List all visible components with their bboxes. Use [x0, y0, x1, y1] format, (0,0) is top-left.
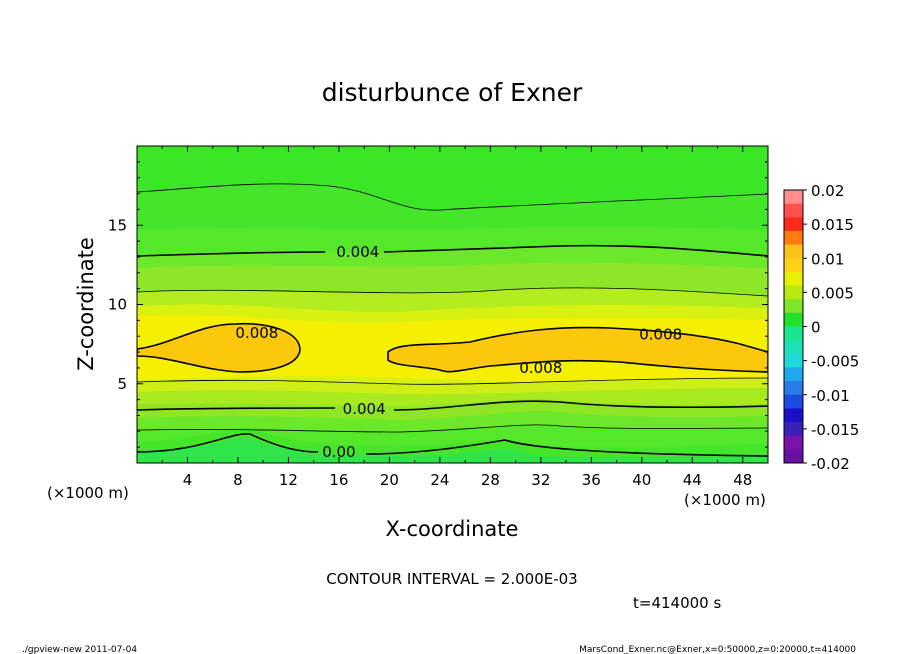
colorbar-segment [784, 285, 803, 300]
colorbar-segment [784, 394, 803, 409]
colorbar-tick-label: -0.01 [811, 387, 850, 405]
colorbar-segment [784, 353, 803, 368]
contour-interval-text: CONTOUR INTERVAL = 2.000E-03 [326, 570, 577, 588]
y-tick-label: 5 [117, 375, 127, 393]
contour-line [137, 400, 768, 411]
y-tick-label: 15 [108, 216, 127, 234]
colorbar-segment [784, 203, 803, 218]
contour-line [137, 424, 768, 433]
colorbar-segment [784, 190, 803, 205]
colorbar-segment [784, 449, 803, 464]
y-tick-label: 10 [108, 296, 127, 314]
colorbar-segment [784, 435, 803, 450]
colorbar-segment [784, 326, 803, 341]
colorbar-tick-label: 0.01 [811, 250, 844, 268]
x-tick-label: 40 [632, 471, 651, 489]
x-unit-label-right: (×1000 m) [684, 491, 766, 509]
x-tick-label: 36 [582, 471, 601, 489]
chart-title: disturbunce of Exner [322, 78, 583, 107]
x-tick-label: 28 [481, 471, 500, 489]
colorbar-tick-label: -0.015 [811, 421, 859, 439]
colorbar-segment [784, 422, 803, 437]
contour-label: 0.004 [336, 243, 379, 261]
contour-label: 0.008 [519, 359, 562, 377]
colorbar-tick-label: 0.02 [811, 182, 844, 200]
colorbar-tick-label: 0.005 [811, 284, 854, 302]
colorbar-segment [784, 367, 803, 382]
colorbar-tick-label: 0.015 [811, 216, 854, 234]
y-axis-label: Z-coordinate [74, 237, 98, 371]
contour-lines [137, 183, 768, 457]
colorbar-tick-label: -0.02 [811, 455, 850, 473]
x-tick-label: 48 [733, 471, 752, 489]
x-tick-label: 20 [380, 471, 399, 489]
footer-left: ./gpview-new 2011-07-04 [22, 645, 137, 654]
field-band [137, 437, 768, 463]
colorbar-segment [784, 381, 803, 396]
colorbar-segment [784, 230, 803, 246]
contour-line [137, 244, 768, 257]
x-axis-label: X-coordinate [386, 517, 519, 541]
x-tick-label: 32 [531, 471, 550, 489]
x-tick-label: 12 [279, 471, 298, 489]
colorbar-segment [784, 408, 803, 423]
contour-line [137, 287, 768, 297]
contour-line [137, 377, 768, 385]
colorbar-tick-label: -0.005 [811, 353, 859, 371]
contour-line [137, 433, 768, 457]
footer-right: MarsCond_Exner.nc@Exner,x=0:50000,z=0:20… [579, 645, 856, 654]
x-axis: 4 8 12 16 20 24 28 32 36 40 44 48 [161, 146, 752, 489]
contour-line [137, 183, 768, 211]
colorbar-segment [784, 299, 803, 314]
colorbar-segment [784, 340, 803, 355]
colorbar-segment [784, 312, 803, 327]
contour-label: 0.00 [322, 443, 355, 461]
field-maximum [137, 322, 301, 373]
colorbar-segment [784, 258, 803, 273]
y-axis: 5 10 15 [108, 161, 768, 448]
contour-label: 0.008 [639, 326, 682, 344]
colorbar: 0.02 0.015 0.01 0.005 0 -0.005 -0.01 -0.015 -0.0… [783, 182, 859, 473]
contour-label: 0.008 [235, 324, 278, 342]
contour-label: 0.004 [343, 400, 386, 418]
field-maximum [387, 326, 768, 373]
plot-area [136, 145, 769, 464]
x-tick-label: 44 [683, 471, 702, 489]
colorbar-segment [784, 271, 803, 287]
contour-labels: 0.004 0.008 0.008 0.008 0.004 0.00 [235, 243, 682, 461]
x-tick-label: 8 [233, 471, 243, 489]
colorbar-segment [784, 244, 803, 259]
time-label: t=414000 s [633, 594, 721, 612]
x-tick-label: 16 [329, 471, 348, 489]
x-tick-label: 4 [183, 471, 193, 489]
colorbar-segment [784, 217, 803, 232]
colorbar-tick-label: 0 [811, 319, 821, 337]
x-unit-label-left: (×1000 m) [47, 484, 129, 502]
x-tick-label: 24 [430, 471, 449, 489]
